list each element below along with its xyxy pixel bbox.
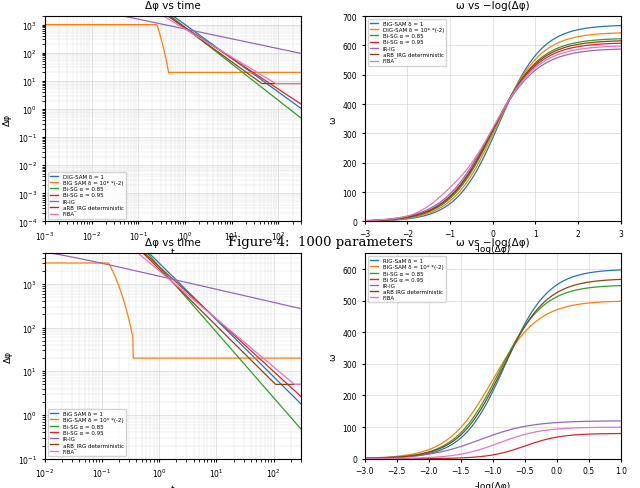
X-axis label: -log(Δφ): -log(Δφ)	[475, 244, 511, 253]
Title: ω vs −log(Δφ): ω vs −log(Δφ)	[456, 238, 530, 247]
Y-axis label: ω: ω	[328, 116, 337, 123]
Legend: RIG-SaM δ = 1, BIG-SAM δ = 10* *(-2), Bi-SG α = 0.85, Bi SG α = 0.95, IR-IG, aRB: RIG-SaM δ = 1, BIG-SAM δ = 10* *(-2), Bi…	[367, 257, 445, 303]
X-axis label: -log(Δφ): -log(Δφ)	[475, 481, 511, 488]
X-axis label: t: t	[171, 484, 175, 488]
Legend: BIG-SAM δ = 1, DIG-SAM δ = 10* *(-2), Bi-SG α = 0.85, Bi-SG α = 0.95, IR-IG, aRB: BIG-SAM δ = 1, DIG-SAM δ = 10* *(-2), Bi…	[367, 20, 446, 66]
X-axis label: t: t	[171, 247, 175, 257]
Title: Δφ vs time: Δφ vs time	[145, 1, 201, 11]
Y-axis label: Δφ: Δφ	[3, 114, 12, 125]
Title: Δφ vs time: Δφ vs time	[145, 238, 201, 247]
Title: ω vs −log(Δφ): ω vs −log(Δφ)	[456, 1, 530, 11]
Legend: BiG SAM δ = 1, BiG-SAM δ = 10* *(-2), Bi-SG α = 0.85, Bi-SG α = 0.95, IR-IG, aRB: BiG SAM δ = 1, BiG-SAM δ = 10* *(-2), Bi…	[47, 409, 126, 456]
Y-axis label: ω: ω	[328, 352, 337, 360]
Y-axis label: Δφ: Δφ	[3, 350, 12, 362]
Text: Figure 4:  1000 parameters: Figure 4: 1000 parameters	[228, 235, 412, 248]
Legend: DIG-SAM δ = 1, BIG SAM δ = 10* *(-2), Bi-SG α = 0.85, Bi-SG α = 0.95, IR-IG, aRB: DIG-SAM δ = 1, BIG SAM δ = 10* *(-2), Bi…	[47, 173, 126, 219]
